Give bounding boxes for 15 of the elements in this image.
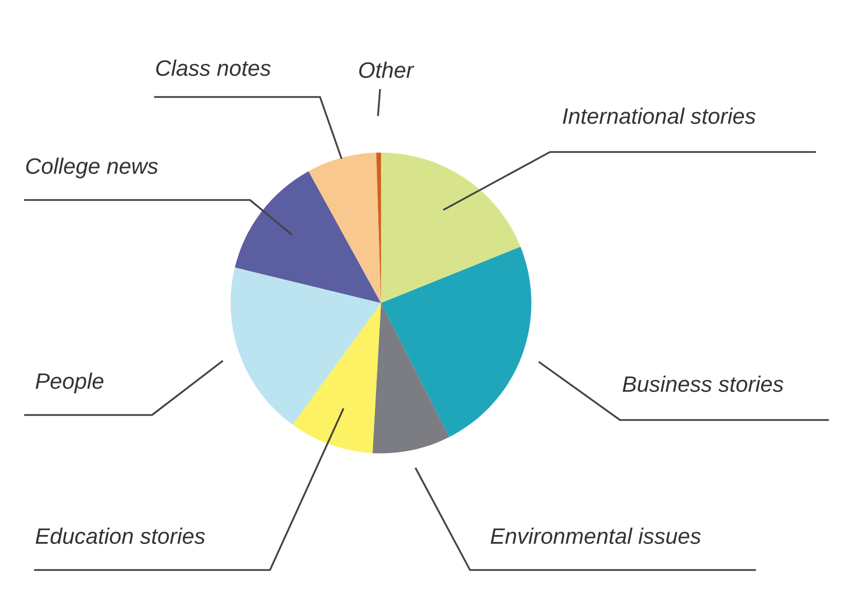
slice-label: Business stories (622, 376, 784, 392)
pie-slice (234, 171, 381, 303)
pie-slice (381, 246, 532, 438)
pie-slice (308, 152, 381, 303)
pie-slice (372, 303, 450, 454)
slice-label: Education stories (36, 528, 206, 544)
slice-label: Environmental issues (490, 528, 701, 544)
pie-slice (230, 267, 381, 425)
slice-label: College news (26, 158, 158, 178)
slice-label: International stories (562, 108, 756, 124)
pie-slice (381, 152, 520, 303)
pie-slice (292, 303, 381, 454)
slice-label: Class notes (156, 60, 271, 76)
slice-label: People (36, 372, 104, 394)
slice-label: Other (359, 62, 414, 78)
